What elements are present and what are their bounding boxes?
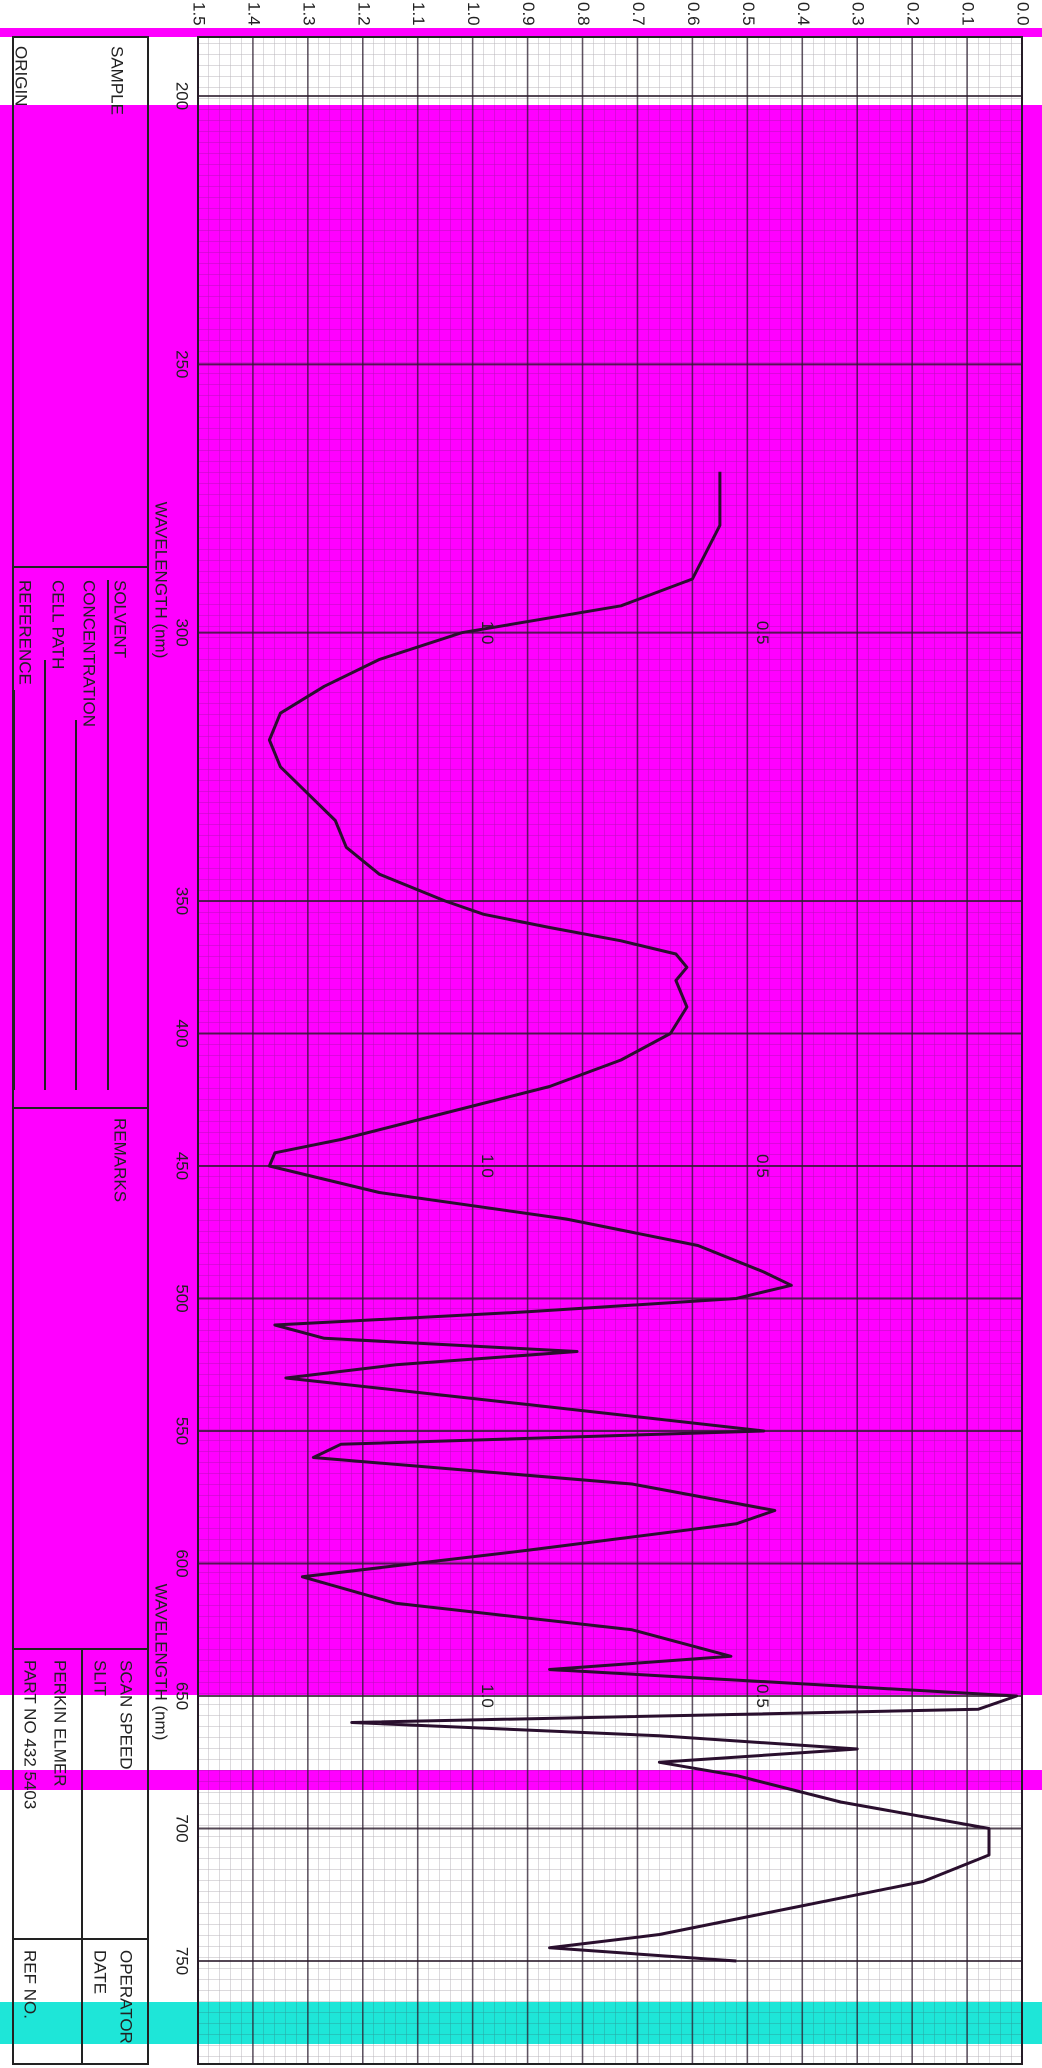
form-label: REF NO. <box>21 1950 40 2019</box>
form <box>12 36 149 2065</box>
form-label: OPERATOR <box>117 1950 136 2044</box>
y-tick-label: 0.6 <box>684 2 703 26</box>
x-tick-label: 200 <box>173 82 192 110</box>
y-tick-label: 1.4 <box>244 2 263 26</box>
x-tick-label: 700 <box>173 1814 192 1842</box>
x-axis-title: WAVELENGTH (nm) <box>152 1584 171 1741</box>
form-label: ORIGIN <box>12 46 31 106</box>
y-tick-label: 1.5 <box>190 2 209 26</box>
form-label: REFERENCE <box>16 580 35 685</box>
form-label: PERKIN ELMER <box>51 1660 70 1787</box>
y-tick-label: 0.3 <box>849 2 868 26</box>
y-tick-label: 0.8 <box>574 2 593 26</box>
form-label: SCAN SPEED <box>117 1660 136 1770</box>
x-tick-label: 450 <box>173 1152 192 1180</box>
spectrum-line <box>267 471 1018 1963</box>
x-tick-label: 250 <box>173 350 192 378</box>
form-label: SAMPLE <box>108 46 127 115</box>
x-axis-title: WAVELENGTH (nm) <box>152 502 171 659</box>
y-tick-label: 0.9 <box>519 2 538 26</box>
form-label: DATE <box>91 1950 110 1994</box>
y-tick-label: 0.1 <box>959 2 978 26</box>
x-tick-label: 550 <box>173 1417 192 1445</box>
form-label: SOLVENT <box>111 580 130 658</box>
y-tick-label: 1.0 <box>464 2 483 26</box>
x-tick-label: 500 <box>173 1284 192 1312</box>
x-tick-label: 750 <box>173 1947 192 1975</box>
x-tick-label: 650 <box>173 1682 192 1710</box>
tint-band <box>0 28 1042 37</box>
y-tick-label: 0.5 <box>739 2 758 26</box>
form-label: SLIT <box>91 1660 110 1696</box>
x-tick-label: 300 <box>173 618 192 646</box>
y-tick-label: 0.4 <box>794 2 813 26</box>
form-label: REMARKS <box>111 1118 130 1202</box>
x-tick-label: 400 <box>173 1019 192 1047</box>
form-label: CELL PATH <box>49 580 68 669</box>
y-tick-label: 0.7 <box>629 2 648 26</box>
y-tick-label: 0.2 <box>904 2 923 26</box>
y-tick-label: 0.0 <box>1014 2 1033 26</box>
form-label: PART NO 432 5403 <box>21 1660 40 1809</box>
minor-grid <box>198 37 1022 2064</box>
y-tick-label: 1.2 <box>354 2 373 26</box>
x-tick-label: 350 <box>173 887 192 915</box>
x-tick-label: 600 <box>173 1549 192 1577</box>
y-tick-label: 1.1 <box>409 2 428 26</box>
form-label: CONCENTRATION <box>80 580 99 727</box>
y-tick-label: 1.3 <box>299 2 318 26</box>
